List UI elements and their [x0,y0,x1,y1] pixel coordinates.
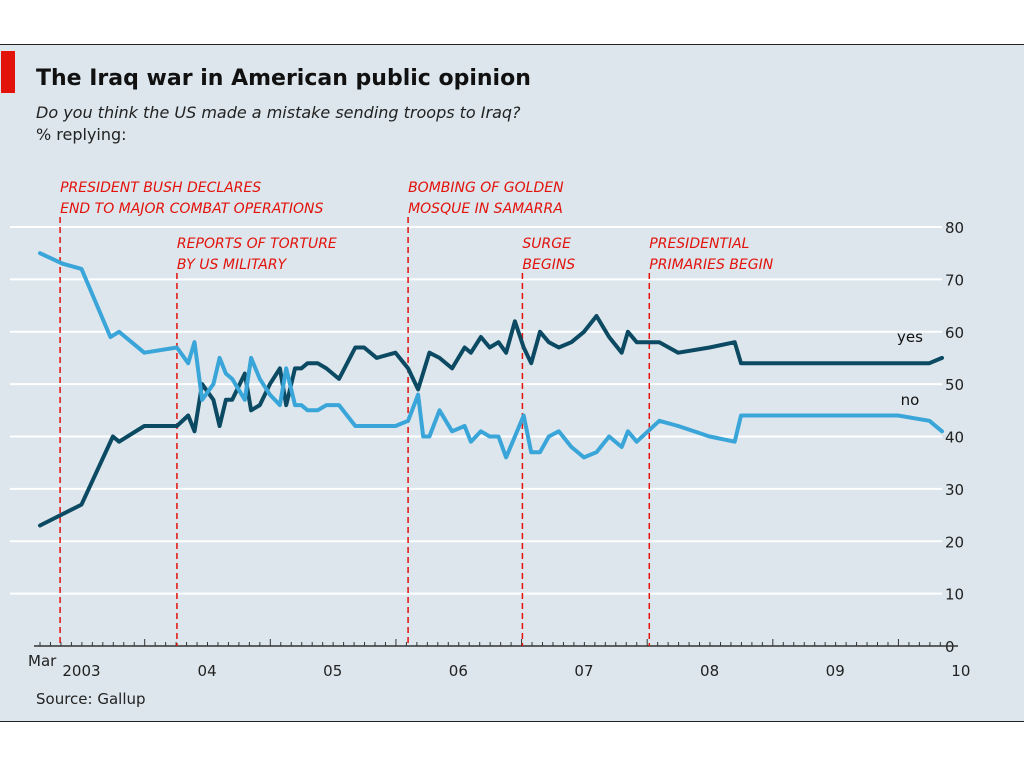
series-line-yes [38,314,944,528]
series-label-yes: yes [897,328,923,346]
y-tick-label-0: 0 [945,638,955,656]
x-tick-label-05: 05 [323,662,342,680]
y-tick-label-60: 60 [945,324,964,342]
x-tick-label-09: 09 [826,662,845,680]
x-tick-label-06: 06 [449,662,468,680]
y-tick-label-40: 40 [945,429,964,447]
event-label-5: PRESIDENTIAL [649,236,749,252]
event-label-1: PRESIDENT BUSH DECLARES [60,180,261,196]
y-tick-label-70: 70 [945,271,964,289]
event-label-2: REPORTS OF TORTURE [177,236,337,252]
x-tick-label-04: 04 [198,662,217,680]
x-tick-label-08: 08 [700,662,719,680]
event-label-4: BEGINS [522,257,575,273]
y-tick-label-10: 10 [945,586,964,604]
chart-title: The Iraq war in American public opinion [36,66,531,91]
event-label-3: MOSQUE IN SAMARRA [408,201,563,217]
chart-subtitle: Do you think the US made a mistake sendi… [36,103,521,122]
event-label-5: PRIMARIES BEGIN [649,257,773,273]
y-tick-label-20: 20 [945,533,964,551]
x-tick-label-2003: 2003 [62,662,100,680]
x-tick-label-10: 10 [951,662,970,680]
source-note: Source: Gallup [36,690,146,708]
series-line-no [38,251,944,460]
chart-panel: The Iraq war in American public opinion … [0,44,1024,722]
event-label-1: END TO MAJOR COMBAT OPERATIONS [60,201,323,217]
y-tick-label-50: 50 [945,376,964,394]
brand-accent-bar [1,51,15,93]
x-tick-label-07: 07 [574,662,593,680]
y-tick-label-80: 80 [945,219,964,237]
event-label-2: BY US MILITARY [177,257,288,273]
series-label-no: no [901,391,920,409]
line-chart: 0 10 20 30 40 50 60 70 80 Mar 2003 04 05 06 07 08 09 10 PR… [10,180,970,680]
x-start-label: Mar [28,652,57,670]
event-label-3: BOMBING OF GOLDEN [408,180,564,196]
y-tick-label-30: 30 [945,481,964,499]
event-label-4: SURGE [522,236,571,252]
unit-label: % replying: [36,125,127,144]
